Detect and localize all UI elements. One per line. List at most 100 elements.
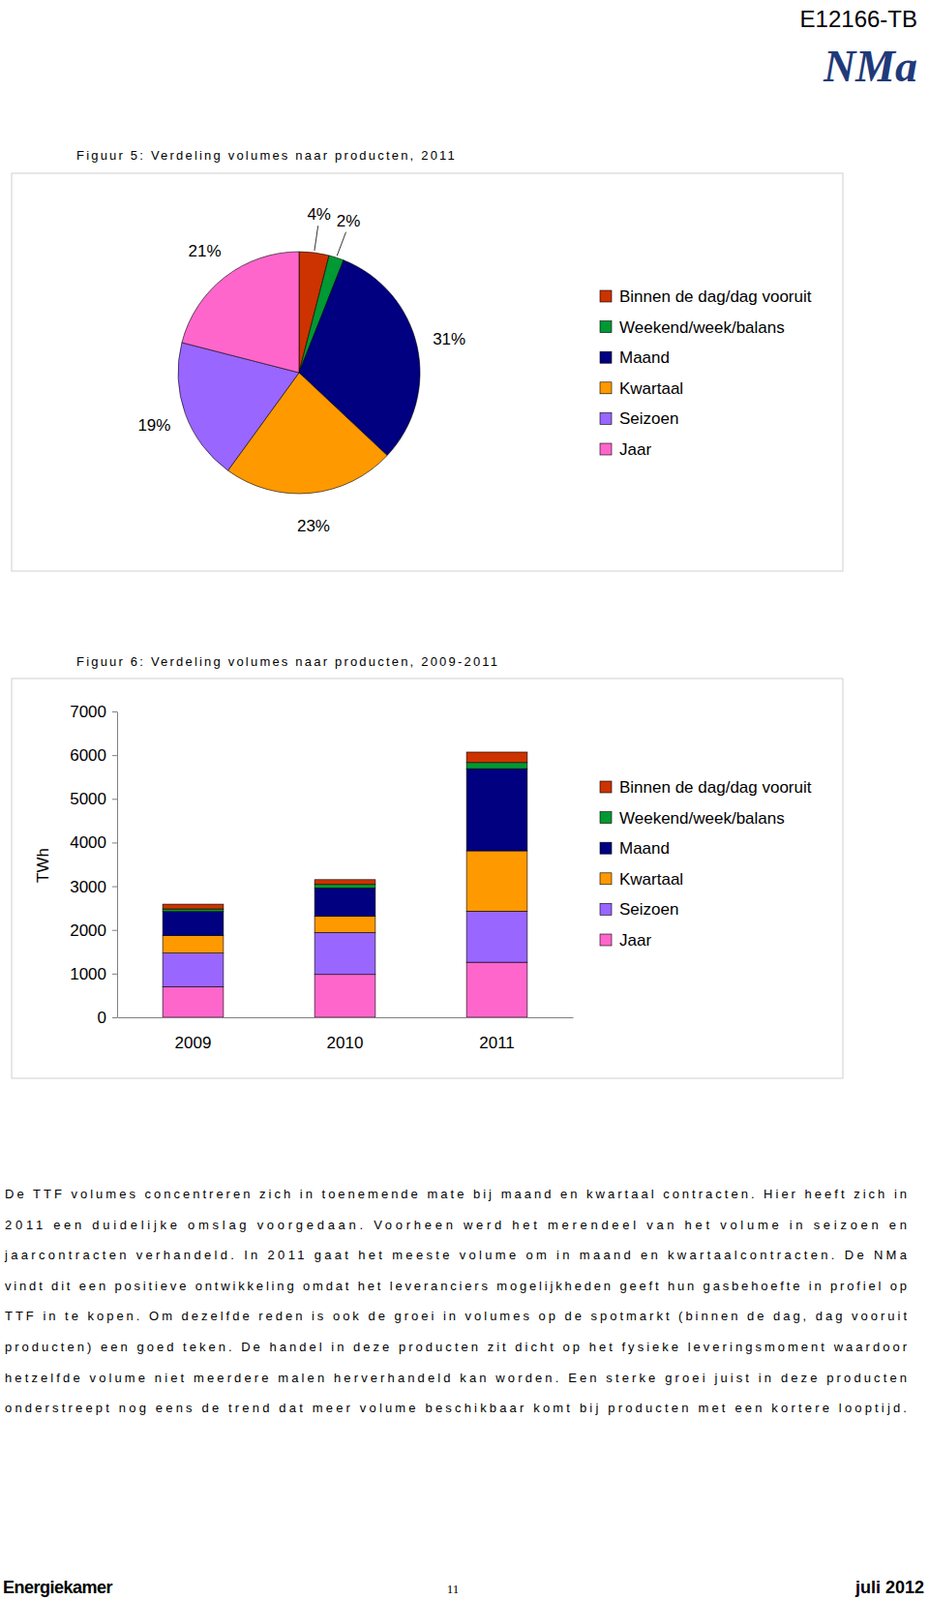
tick-label: 2011 [479,1033,515,1052]
x-axis: 2009 2010 2011 [118,1017,574,1052]
legend-swatch [599,290,612,302]
pie-slice [181,251,300,373]
y-tick: 2000 [69,921,118,940]
legend-label: Weekend/week/balans [619,318,785,337]
tick-mark [112,754,118,756]
tick-mark [112,886,118,888]
tick-label: 7000 [69,702,107,721]
legend-label: Kwartaal [619,379,684,398]
y-tick: 4000 [69,833,118,852]
bar-segment [314,887,376,916]
footer-right: juli 2012 [854,1577,925,1597]
bars [162,751,528,1018]
chart-title: Figuur 5: Verdeling volumes naar product… [76,148,457,163]
tick-mark [112,798,118,800]
bar-segment [162,903,224,909]
axis-line [117,712,119,1019]
data-label: 23% [297,516,330,536]
tick-mark [112,973,118,975]
page: E12166-TB NMa Figuur 5: Verdeling volumes … [0,0,929,1600]
x-tick: 2009 [175,1017,212,1052]
y-axis: 0 1000 2000 3000 4000 5000 6000 7000 [69,702,118,1027]
bar-segment [314,916,376,933]
legend-swatch [599,412,612,424]
logo: NMa [822,41,918,91]
legend-label: Binnen de dag/dag vooruit [619,287,812,306]
bar-segment [314,879,376,885]
tick-label: 2010 [327,1033,364,1052]
paragraph-line: producten) een goed teken. De handel in … [4,1339,908,1354]
data-label: 31% [432,329,466,349]
legend-swatch [599,321,612,333]
tick-mark [112,841,118,843]
leader-line [336,232,346,257]
axis-line [118,1017,574,1019]
legend-label: Jaar [619,930,652,950]
legend-label: Maand [619,348,670,367]
axis-title: TWh [33,847,53,883]
x-tick: 2011 [479,1017,515,1052]
tick-label: 2009 [175,1033,212,1052]
bar-segment [466,910,528,962]
bar-segment [162,935,224,954]
y-tick: 0 [97,1008,118,1027]
bar-segment [466,961,528,1018]
pie-chart: Figuur 5: Verdeling volumes naar product… [11,148,843,571]
bar-segment [314,974,376,1018]
legend-label: Kwartaal [619,869,684,889]
paragraph: De TTF volumes concentreren zich in toen… [3,1186,908,1415]
tick-mark [112,711,118,713]
tick-mark [112,1017,118,1019]
legend-label: Maand [619,839,670,858]
x-tick: 2010 [327,1017,364,1052]
bar-chart: Figuur 6: Verdeling volumes naar product… [11,654,843,1079]
bar-segment [466,762,528,769]
data-label: 2% [336,211,361,231]
paragraph-line: 2011 een duidelijke omslag voorgedaan. V… [4,1217,907,1232]
bar-segment [162,911,224,936]
y-tick: 3000 [69,877,118,897]
legend-swatch [599,872,612,885]
tick-mark [112,929,118,931]
bar-segment [162,908,224,912]
legend-swatch [599,902,612,915]
chart-title: Figuur 6: Verdeling volumes naar product… [76,654,500,669]
legend-swatch [599,780,612,793]
legend-swatch [599,841,612,854]
paragraph-line: hetzelfde volume niet meerdere malen her… [4,1370,907,1385]
legend-swatch [599,933,612,946]
tick-label: 6000 [69,746,107,765]
legend-swatch [599,382,612,394]
y-tick: 7000 [69,702,118,721]
legend-label: Binnen de dag/dag vooruit [619,778,812,797]
paragraph-line: De TTF volumes concentreren zich in toen… [4,1186,907,1201]
legend-swatch [599,351,612,363]
tick-label: 1000 [69,964,107,984]
chart-frame [11,678,843,1079]
bar-segment [314,884,376,889]
legend-label: Jaar [619,440,652,459]
footer-left: Energiekamer [2,1577,114,1597]
tick-label: 5000 [69,789,107,809]
paragraph-line: onderstreept nog eens de trend dat meer … [4,1400,907,1415]
bar-segment [466,751,528,763]
legend-label: Weekend/week/balans [619,809,785,828]
chart-frame [11,173,843,571]
bar-segment [466,850,528,911]
paragraph-line: vindt dit een positieve ontwikkeling omd… [4,1278,907,1293]
leader-line [314,225,319,251]
legend-swatch [599,443,612,455]
y-tick: 5000 [69,789,118,809]
paragraph-line: jaarcontracten verhandeld. In 2011 gaat … [3,1247,908,1262]
y-tick: 1000 [69,964,118,984]
legend-label: Seizoen [619,409,679,428]
document-code: E12166-TB [800,5,918,32]
legend-label: Seizoen [619,899,679,919]
bar-segment [162,986,224,1018]
tick-label: 3000 [69,877,107,897]
bar-segment [162,953,224,988]
legend-swatch [599,811,612,824]
data-label: 21% [188,241,222,261]
tick-label: 2000 [69,921,107,940]
data-label: 19% [137,416,171,435]
